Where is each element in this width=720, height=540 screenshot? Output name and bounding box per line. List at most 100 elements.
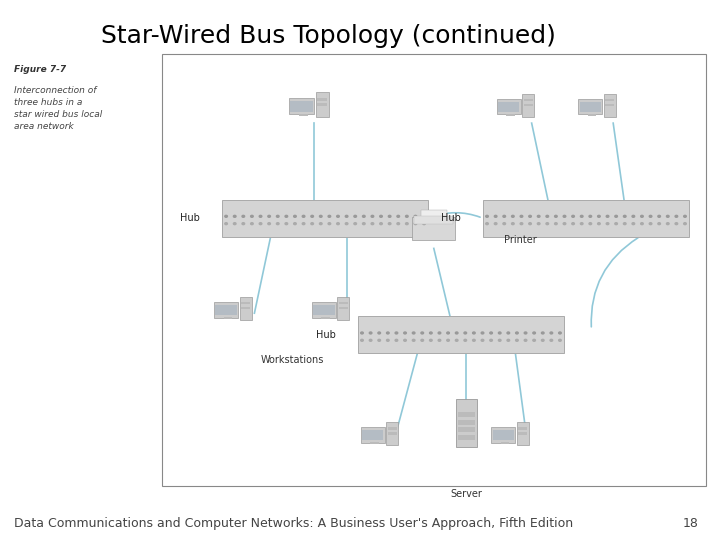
FancyBboxPatch shape <box>358 316 564 353</box>
FancyBboxPatch shape <box>482 200 689 237</box>
Circle shape <box>421 339 423 341</box>
FancyBboxPatch shape <box>492 430 514 441</box>
Circle shape <box>421 332 423 334</box>
Circle shape <box>395 332 397 334</box>
Circle shape <box>589 215 592 217</box>
Circle shape <box>242 222 245 225</box>
Text: Figure 7-7: Figure 7-7 <box>14 65 66 74</box>
Text: Data Communications and Computer Networks: A Business User's Approach, Fifth Edi: Data Communications and Computer Network… <box>14 517 574 530</box>
Circle shape <box>503 215 505 217</box>
FancyBboxPatch shape <box>215 305 237 315</box>
Circle shape <box>387 339 389 341</box>
Circle shape <box>675 215 678 217</box>
FancyBboxPatch shape <box>458 435 475 440</box>
Text: Hub: Hub <box>180 213 200 223</box>
Circle shape <box>667 215 669 217</box>
FancyBboxPatch shape <box>321 317 330 319</box>
Circle shape <box>302 222 305 225</box>
Circle shape <box>580 215 583 217</box>
FancyBboxPatch shape <box>370 442 379 444</box>
Circle shape <box>524 339 527 341</box>
FancyBboxPatch shape <box>361 327 564 348</box>
Circle shape <box>251 215 253 217</box>
Circle shape <box>641 222 643 225</box>
Circle shape <box>615 222 618 225</box>
FancyBboxPatch shape <box>420 210 446 218</box>
Circle shape <box>369 332 372 334</box>
FancyBboxPatch shape <box>606 99 614 102</box>
Circle shape <box>546 222 549 225</box>
Circle shape <box>606 215 609 217</box>
Circle shape <box>294 222 296 225</box>
Circle shape <box>320 215 322 217</box>
FancyBboxPatch shape <box>491 428 516 443</box>
Circle shape <box>414 222 417 225</box>
Circle shape <box>520 215 523 217</box>
Circle shape <box>563 215 566 217</box>
Circle shape <box>233 215 236 217</box>
Circle shape <box>337 222 339 225</box>
Circle shape <box>259 215 262 217</box>
Circle shape <box>658 222 660 225</box>
Circle shape <box>268 222 271 225</box>
Circle shape <box>495 215 497 217</box>
Circle shape <box>328 215 330 217</box>
Circle shape <box>684 222 686 225</box>
Circle shape <box>259 222 262 225</box>
Circle shape <box>455 339 458 341</box>
Circle shape <box>498 332 501 334</box>
Circle shape <box>667 222 669 225</box>
Circle shape <box>337 215 339 217</box>
Circle shape <box>490 339 492 341</box>
Circle shape <box>294 215 296 217</box>
FancyArrowPatch shape <box>591 238 638 327</box>
FancyBboxPatch shape <box>339 307 348 309</box>
Circle shape <box>464 332 467 334</box>
Circle shape <box>354 222 356 225</box>
FancyBboxPatch shape <box>313 305 335 315</box>
FancyBboxPatch shape <box>241 302 251 305</box>
FancyBboxPatch shape <box>497 99 521 114</box>
FancyBboxPatch shape <box>388 427 397 430</box>
Circle shape <box>413 332 415 334</box>
Circle shape <box>589 222 592 225</box>
FancyBboxPatch shape <box>289 98 314 114</box>
Circle shape <box>598 215 600 217</box>
Circle shape <box>684 215 686 217</box>
Circle shape <box>346 222 348 225</box>
Circle shape <box>528 215 531 217</box>
FancyBboxPatch shape <box>580 102 601 112</box>
Text: Hub: Hub <box>316 330 336 340</box>
Circle shape <box>225 222 228 225</box>
FancyBboxPatch shape <box>361 428 385 443</box>
Circle shape <box>481 332 484 334</box>
Circle shape <box>276 222 279 225</box>
FancyBboxPatch shape <box>387 422 398 445</box>
FancyBboxPatch shape <box>299 114 307 116</box>
FancyBboxPatch shape <box>523 104 533 106</box>
FancyBboxPatch shape <box>225 211 428 231</box>
FancyBboxPatch shape <box>486 211 689 231</box>
FancyBboxPatch shape <box>312 302 336 318</box>
Circle shape <box>346 215 348 217</box>
FancyBboxPatch shape <box>317 98 327 100</box>
Circle shape <box>285 222 288 225</box>
Text: Printer: Printer <box>505 235 537 245</box>
Circle shape <box>554 215 557 217</box>
Circle shape <box>498 339 501 341</box>
Circle shape <box>520 222 523 225</box>
Circle shape <box>354 215 356 217</box>
FancyBboxPatch shape <box>222 200 428 237</box>
Circle shape <box>438 332 441 334</box>
FancyBboxPatch shape <box>523 99 533 102</box>
Circle shape <box>302 215 305 217</box>
Circle shape <box>486 215 488 217</box>
FancyBboxPatch shape <box>362 430 384 441</box>
Text: Star-Wired Bus Topology (continued): Star-Wired Bus Topology (continued) <box>101 24 556 48</box>
Circle shape <box>554 222 557 225</box>
FancyBboxPatch shape <box>224 317 232 319</box>
Circle shape <box>624 215 626 217</box>
Circle shape <box>423 222 426 225</box>
Circle shape <box>649 215 652 217</box>
Circle shape <box>550 339 553 341</box>
